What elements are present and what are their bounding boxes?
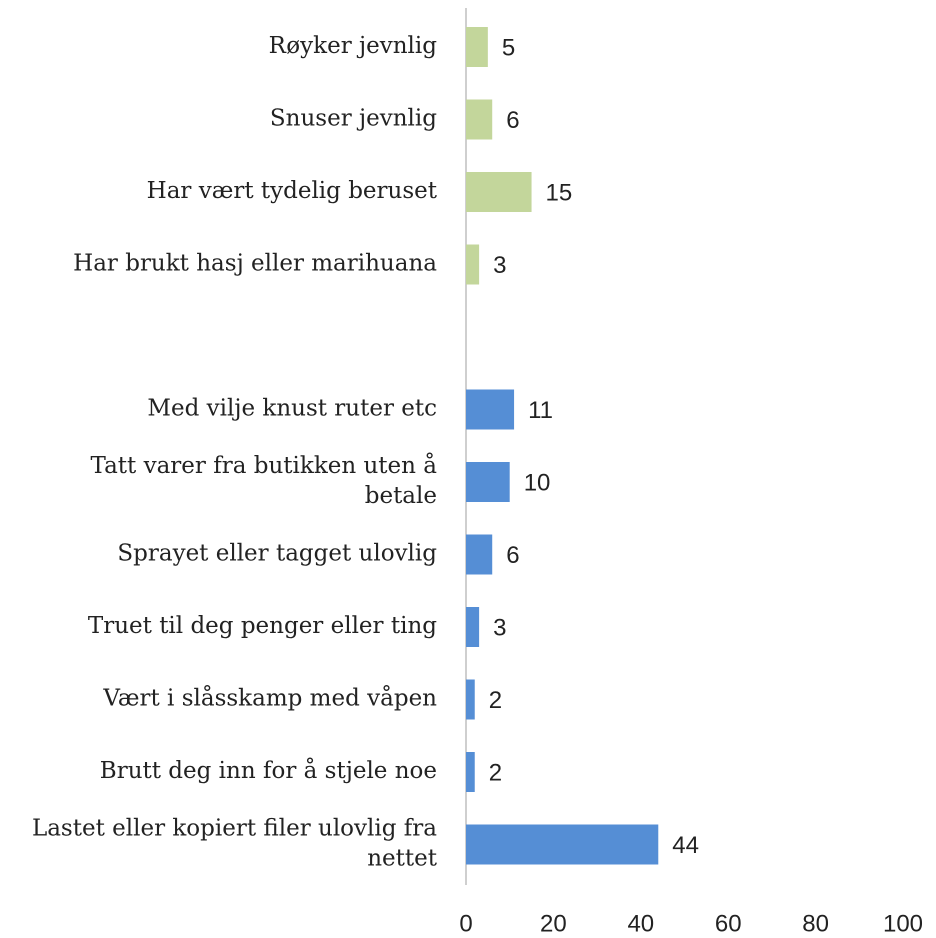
value-label: 15	[546, 179, 573, 206]
x-tick-label: 60	[715, 910, 742, 937]
x-tick-label: 0	[459, 910, 472, 937]
bar	[466, 389, 515, 430]
bar	[466, 534, 493, 575]
y-tick-label: Truet til deg penger eller ting	[88, 613, 437, 639]
value-label: 44	[672, 832, 699, 859]
bar	[466, 172, 532, 212]
x-tick-label: 40	[627, 910, 654, 937]
y-tick-label: Røyker jevnlig	[269, 33, 438, 59]
x-tick-label: 80	[802, 910, 829, 937]
bar	[466, 99, 493, 140]
y-tick-label: Brutt deg inn for å stjele noe	[100, 757, 437, 784]
y-tick-label: Sprayet eller tagget ulovlig	[117, 541, 437, 567]
x-tick-label: 20	[540, 910, 567, 937]
bar	[466, 752, 475, 792]
bar	[466, 824, 659, 865]
value-label: 11	[528, 397, 553, 424]
value-label: 3	[493, 614, 506, 641]
value-label: 6	[506, 542, 519, 569]
y-tick-label: Snuser jevnlig	[270, 106, 437, 132]
value-label: 3	[493, 252, 506, 279]
value-label: 2	[489, 687, 502, 714]
value-label: 10	[524, 469, 551, 496]
y-tick-label: Lastet eller kopiert filer ulovlig fra ne…	[32, 816, 438, 872]
x-tick-label: 100	[883, 910, 923, 937]
bar	[466, 244, 480, 285]
y-tick-label: Vært i slåsskamp med våpen	[102, 685, 437, 712]
y-tick-label: Har brukt hasj eller marihuana	[73, 251, 437, 277]
bar	[466, 462, 510, 502]
bar	[466, 679, 475, 720]
value-label: 6	[506, 107, 519, 134]
value-label: 2	[489, 759, 502, 786]
bar	[466, 27, 488, 67]
y-tick-label: Har vært tydelig beruset	[147, 178, 438, 204]
y-tick-label: Med vilje knust ruter etc	[147, 396, 437, 422]
y-tick-label: Tatt varer fra butikken uten å betale	[91, 452, 438, 509]
bar	[466, 607, 480, 647]
value-label: 5	[502, 34, 515, 61]
